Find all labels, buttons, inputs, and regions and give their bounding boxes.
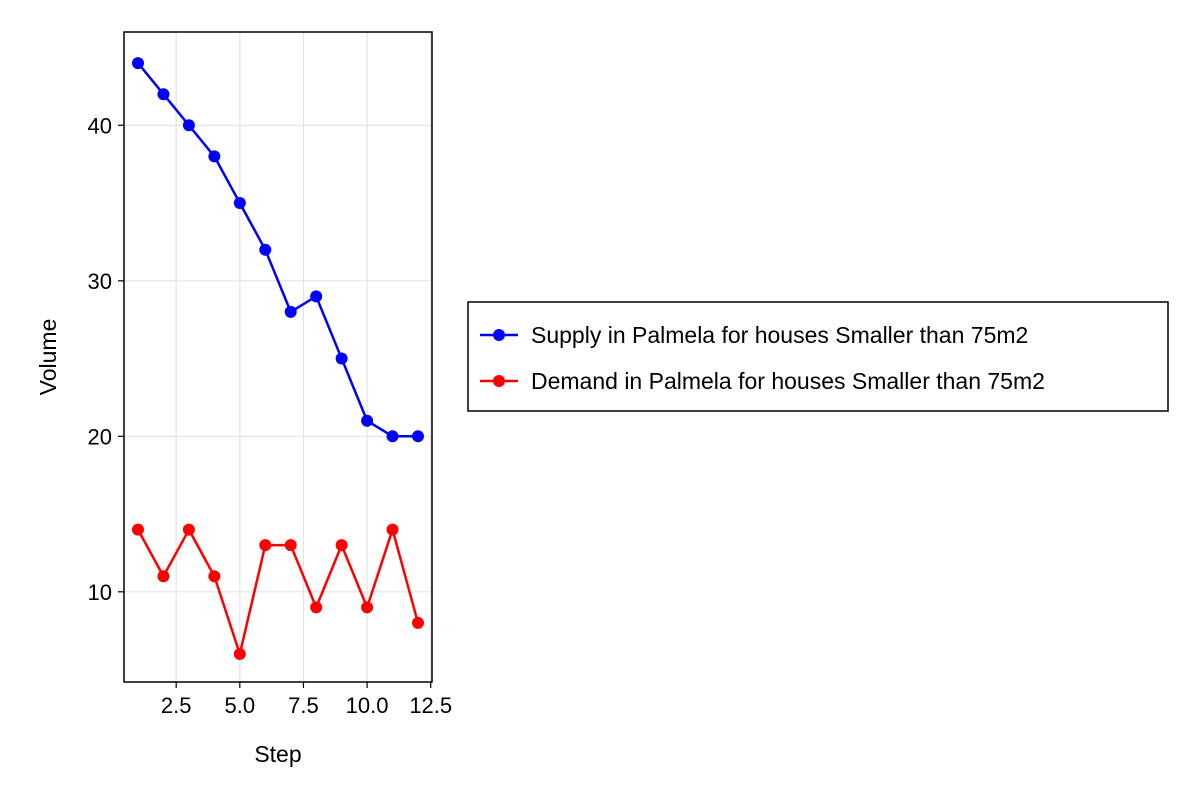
series-line	[137, 62, 418, 438]
x-tick-label: 10.0	[346, 693, 389, 718]
x-tick-label: 5.0	[225, 693, 256, 718]
data-point	[182, 523, 195, 536]
data-point	[361, 414, 374, 427]
y-axis-ticks: 10 20 30 40	[88, 113, 124, 605]
data-point	[412, 616, 424, 629]
legend-label-demand: Demand in Palmela for houses Smaller tha…	[531, 368, 1045, 394]
plot-frame	[123, 31, 433, 683]
x-tick-label: 12.5	[409, 693, 452, 718]
data-point	[132, 57, 144, 70]
data-point	[233, 648, 246, 661]
data-point	[132, 523, 144, 536]
data-point	[361, 601, 374, 614]
data-point	[157, 570, 170, 583]
data-point	[310, 290, 323, 303]
y-axis-label: Volume	[35, 319, 61, 396]
data-point	[386, 523, 399, 536]
data-point	[284, 539, 297, 552]
legend: Supply in Palmela for houses Smaller tha…	[467, 301, 1169, 412]
data-point	[412, 430, 424, 443]
legend-box	[467, 301, 1169, 412]
series-layer	[132, 57, 424, 661]
data-point	[208, 150, 221, 163]
x-axis-ticks: 2.5 5.0 7.5 10.0 12.5	[161, 682, 452, 718]
grid-lines	[124, 32, 432, 682]
data-point	[335, 539, 348, 552]
legend-label-supply: Supply in Palmela for houses Smaller tha…	[531, 322, 1028, 348]
data-point	[335, 352, 348, 365]
y-tick-label: 20	[88, 424, 112, 449]
y-tick-label: 10	[88, 580, 112, 605]
y-tick-label: 30	[88, 269, 112, 294]
data-point	[182, 119, 195, 132]
series-demand	[132, 523, 424, 661]
legend-entry-supply: Supply in Palmela for houses Smaller tha…	[480, 322, 1028, 348]
series-supply	[132, 57, 424, 443]
y-tick-label: 40	[88, 113, 112, 138]
x-tick-label: 7.5	[288, 693, 319, 718]
legend-marker-supply	[493, 329, 505, 341]
series-line	[136, 528, 420, 656]
data-point	[284, 305, 297, 318]
data-point	[259, 539, 272, 552]
data-point	[233, 197, 246, 210]
data-point	[157, 88, 170, 101]
legend-marker-demand	[493, 375, 505, 387]
x-axis-label: Step	[254, 741, 301, 767]
data-point	[259, 243, 272, 256]
data-point	[386, 430, 399, 443]
legend-entry-demand: Demand in Palmela for houses Smaller tha…	[480, 368, 1045, 394]
data-point	[208, 570, 221, 583]
x-tick-label: 2.5	[161, 693, 192, 718]
data-point	[310, 601, 323, 614]
